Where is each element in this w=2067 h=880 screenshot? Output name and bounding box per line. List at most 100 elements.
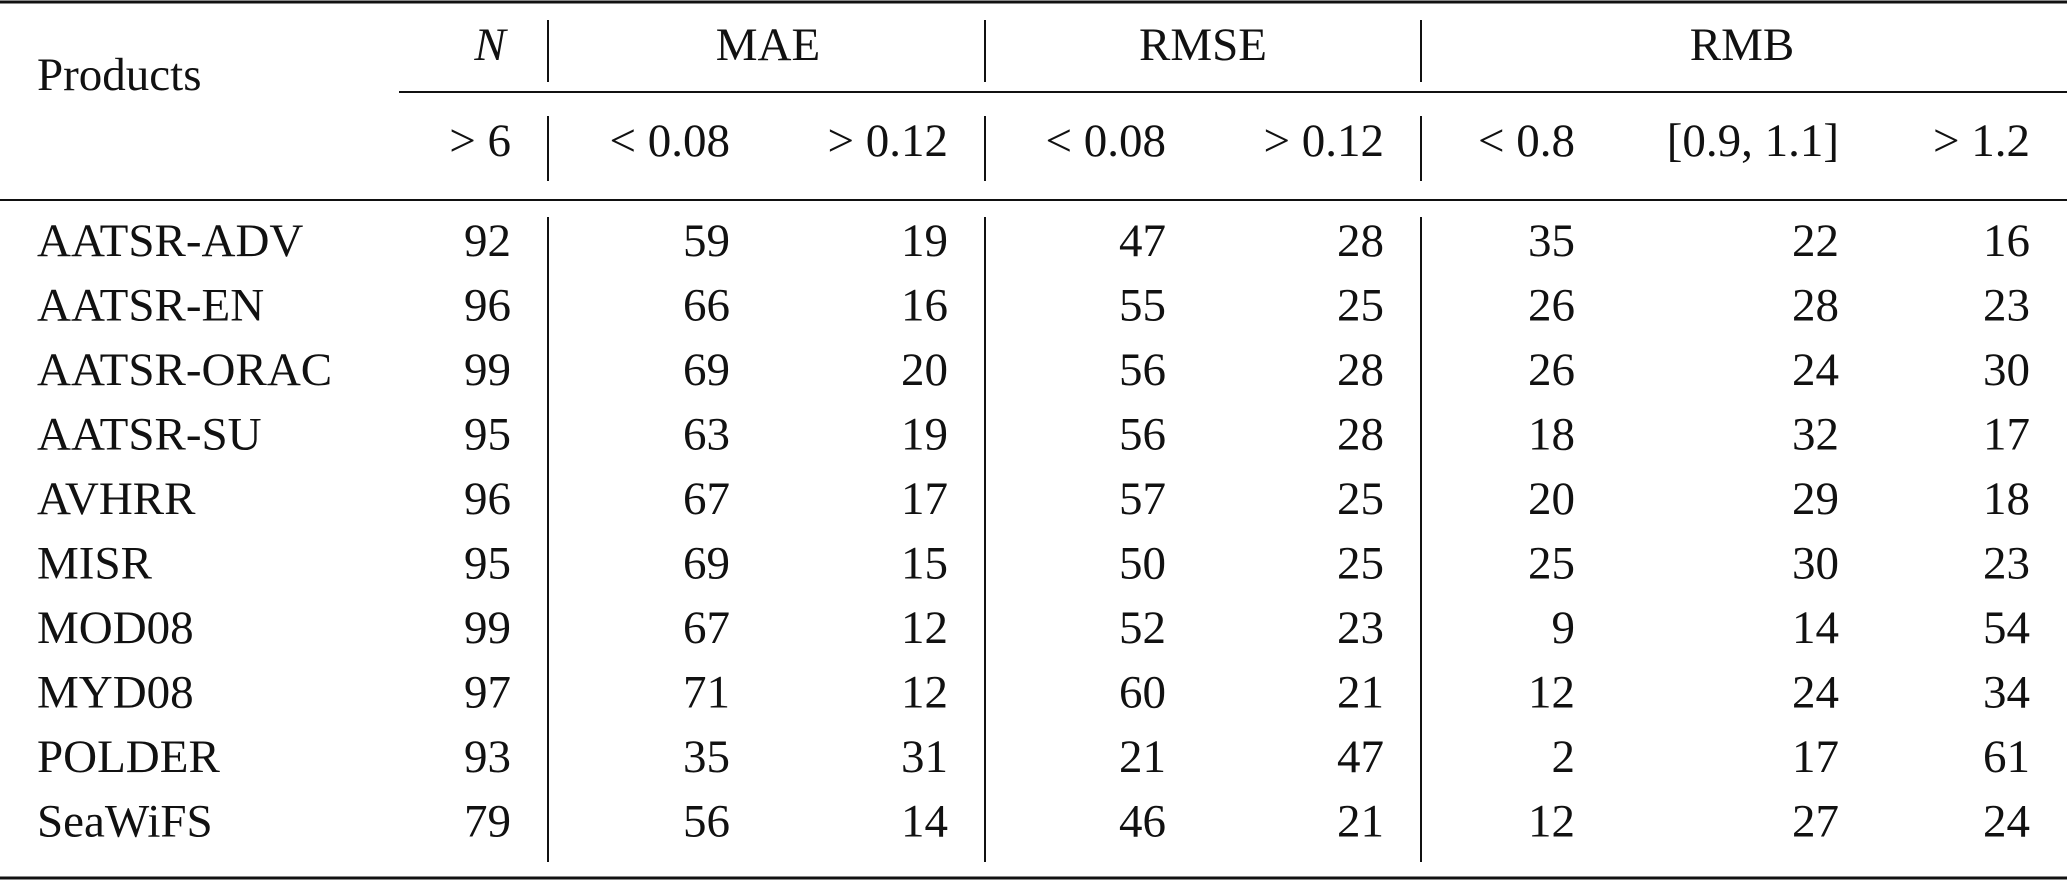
cell-value: 2 (1552, 731, 1576, 783)
cell-value: 25 (1528, 537, 1575, 589)
cell-value: 95 (464, 537, 511, 589)
cell-value: 95 (464, 408, 511, 460)
product-name: MISR (37, 537, 153, 589)
cell-value: 26 (1528, 344, 1575, 396)
cell-value: 56 (1119, 344, 1166, 396)
product-name: AVHRR (37, 473, 196, 525)
cell-value: 60 (1119, 666, 1166, 718)
cell-value: 28 (1337, 344, 1384, 396)
cell-value: 16 (901, 279, 948, 331)
product-name: AATSR-SU (37, 408, 262, 460)
cell-value: 28 (1337, 215, 1384, 267)
cell-value: 47 (1119, 215, 1166, 267)
cell-value: 23 (1337, 602, 1384, 654)
cell-value: 63 (683, 408, 730, 460)
cell-value: 21 (1337, 795, 1384, 847)
cell-value: 30 (1792, 537, 1839, 589)
cell-value: 55 (1119, 279, 1166, 331)
cell-value: 54 (1983, 602, 2030, 654)
cell-value: 15 (901, 537, 948, 589)
cell-value: 17 (901, 473, 948, 525)
group-header: RMB (1690, 19, 1795, 71)
cell-value: 50 (1119, 537, 1166, 589)
cell-value: 28 (1337, 408, 1384, 460)
cell-value: 12 (901, 666, 948, 718)
cell-value: 97 (464, 666, 511, 718)
cell-value: 61 (1983, 731, 2030, 783)
sub-header: > 1.2 (1933, 115, 2030, 167)
cell-value: 18 (1528, 408, 1575, 460)
cell-value: 24 (1792, 666, 1839, 718)
cell-value: 32 (1792, 408, 1839, 460)
product-name: SeaWiFS (37, 795, 213, 847)
sub-header: [0.9, 1.1] (1667, 115, 1839, 167)
cell-value: 22 (1792, 215, 1839, 267)
cell-value: 30 (1983, 344, 2030, 396)
product-name: POLDER (37, 731, 220, 783)
cell-value: 29 (1792, 473, 1839, 525)
cell-value: 12 (1528, 666, 1575, 718)
cell-value: 17 (1983, 408, 2030, 460)
cell-value: 79 (464, 795, 511, 847)
cell-value: 19 (901, 408, 948, 460)
sub-header: > 0.12 (1263, 115, 1384, 167)
cell-value: 20 (1528, 473, 1575, 525)
cell-value: 25 (1337, 279, 1384, 331)
cell-value: 23 (1983, 537, 2030, 589)
cell-value: 25 (1337, 537, 1384, 589)
cell-value: 93 (464, 731, 511, 783)
cell-value: 18 (1983, 473, 2030, 525)
cell-value: 28 (1792, 279, 1839, 331)
cell-value: 57 (1119, 473, 1166, 525)
cell-value: 67 (683, 602, 730, 654)
cell-value: 69 (683, 344, 730, 396)
sub-header: < 0.08 (609, 115, 730, 167)
product-name: AATSR-EN (37, 279, 264, 331)
group-header: RMSE (1139, 19, 1267, 71)
products-header: Products (37, 49, 202, 101)
cell-value: 21 (1119, 731, 1166, 783)
cell-value: 56 (1119, 408, 1166, 460)
cell-value: 26 (1528, 279, 1575, 331)
cell-value: 25 (1337, 473, 1384, 525)
cell-value: 56 (683, 795, 730, 847)
cell-value: 24 (1983, 795, 2030, 847)
cell-value: 34 (1983, 666, 2030, 718)
cell-value: 52 (1119, 602, 1166, 654)
cell-value: 96 (464, 473, 511, 525)
cell-value: 46 (1119, 795, 1166, 847)
cell-value: 67 (683, 473, 730, 525)
group-header: MAE (716, 19, 820, 71)
cell-value: 14 (901, 795, 948, 847)
product-name: MOD08 (37, 602, 194, 654)
cell-value: 24 (1792, 344, 1839, 396)
cell-value: 17 (1792, 731, 1839, 783)
cell-value: 9 (1552, 602, 1576, 654)
cell-value: 21 (1337, 666, 1384, 718)
cell-value: 35 (683, 731, 730, 783)
cell-value: 47 (1337, 731, 1384, 783)
group-header: N (473, 19, 508, 71)
cell-value: 92 (464, 215, 511, 267)
cell-value: 16 (1983, 215, 2030, 267)
cell-value: 59 (683, 215, 730, 267)
cell-value: 12 (1528, 795, 1575, 847)
cell-value: 35 (1528, 215, 1575, 267)
product-name: AATSR-ADV (37, 215, 303, 267)
sub-header: < 0.8 (1478, 115, 1575, 167)
product-name: AATSR-ORAC (37, 344, 332, 396)
cell-value: 99 (464, 344, 511, 396)
cell-value: 99 (464, 602, 511, 654)
cell-value: 69 (683, 537, 730, 589)
cell-value: 66 (683, 279, 730, 331)
cell-value: 96 (464, 279, 511, 331)
cell-value: 12 (901, 602, 948, 654)
cell-value: 20 (901, 344, 948, 396)
sub-header: > 0.12 (827, 115, 948, 167)
sub-header: < 0.08 (1045, 115, 1166, 167)
cell-value: 19 (901, 215, 948, 267)
cell-value: 27 (1792, 795, 1839, 847)
cell-value: 71 (683, 666, 730, 718)
cell-value: 31 (901, 731, 948, 783)
